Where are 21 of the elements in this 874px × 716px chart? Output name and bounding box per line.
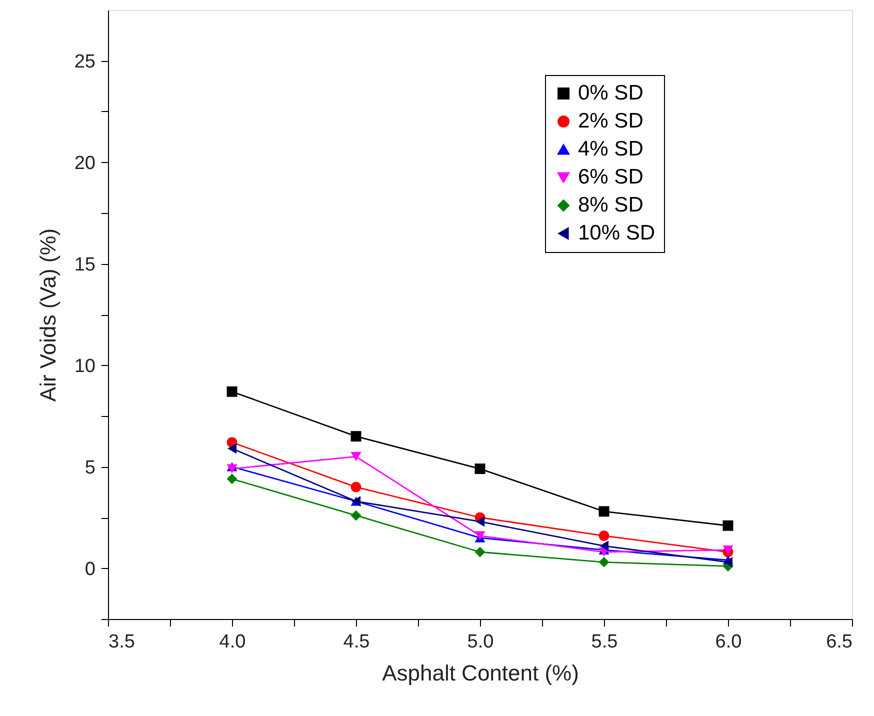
y-tick-label: 15 <box>74 254 96 276</box>
x-tick-label: 5.5 <box>591 632 618 652</box>
x-tick-label: 6.0 <box>715 632 742 652</box>
legend-label: 4% SD <box>578 138 644 160</box>
legend-label: 2% SD <box>578 110 644 132</box>
legend-label: 0% SD <box>578 82 644 104</box>
y-tick-label: 20 <box>74 152 96 174</box>
y-axis-title: Air Voids (Va) (%) <box>35 228 60 402</box>
x-tick-label: 6.5 <box>826 632 852 652</box>
legend-label: 6% SD <box>578 166 644 188</box>
y-tick-label: 5 <box>84 457 96 478</box>
x-tick-label: 5.0 <box>467 632 494 652</box>
y-tick-label: 0 <box>84 558 96 580</box>
x-tick-label: 4.0 <box>219 632 246 652</box>
x-axis-title: Asphalt Content (%) <box>382 660 579 686</box>
legend-label: 8% SD <box>578 194 644 216</box>
y-tick-label: 25 <box>74 51 96 72</box>
x-tick-label: 4.5 <box>343 632 370 652</box>
x-tick-label: 3.5 <box>108 632 135 652</box>
y-tick-label: 10 <box>74 356 96 377</box>
legend-label: 10% SD <box>578 222 656 244</box>
